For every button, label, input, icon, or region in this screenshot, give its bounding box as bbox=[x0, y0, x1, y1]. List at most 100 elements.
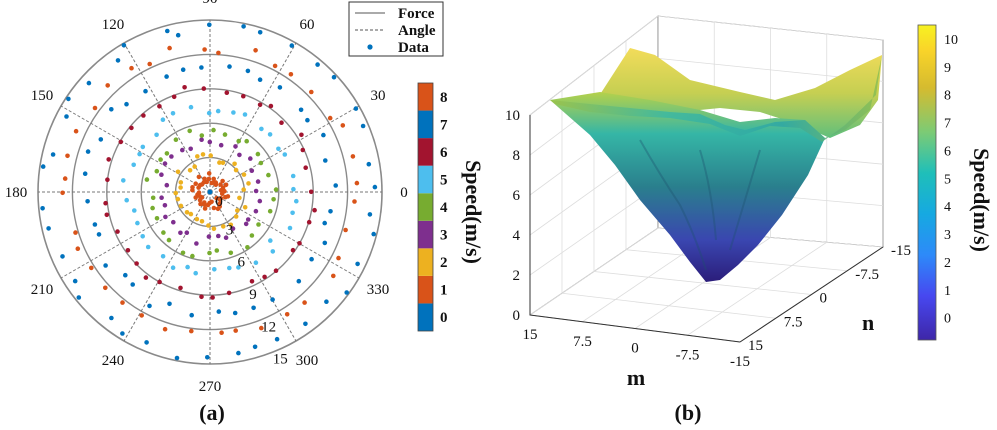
data-point-speed-4 bbox=[222, 132, 228, 137]
data-point-speed-7 bbox=[167, 301, 172, 307]
data-point-speed-2 bbox=[206, 223, 211, 228]
data-point-speed-7 bbox=[92, 222, 98, 227]
data-point-speed-2 bbox=[233, 167, 239, 173]
data-point-speed-2 bbox=[184, 210, 190, 215]
data-point-speed-3 bbox=[253, 208, 259, 214]
data-point-speed-9 bbox=[174, 355, 180, 361]
data-point-speed-7 bbox=[109, 107, 114, 112]
y-tick-neg7.5: -7.5 bbox=[855, 267, 879, 283]
surface-colorbar: 0 1 2 3 4 5 6 7 8 9 10 Speed(m/s) bbox=[917, 24, 994, 341]
data-point-speed-1 bbox=[225, 194, 231, 199]
data-point-speed-8 bbox=[259, 325, 264, 331]
data-point-speed-9 bbox=[76, 295, 82, 300]
legend-data-swatch bbox=[367, 44, 373, 50]
data-point-speed-6 bbox=[125, 248, 131, 253]
data-point-speed-8 bbox=[350, 154, 356, 159]
angle-spoke-120 bbox=[123, 42, 211, 193]
cbar-b-tick-4: 4 bbox=[944, 200, 951, 215]
data-point-speed-1 bbox=[196, 185, 201, 190]
data-point-speed-4 bbox=[211, 127, 216, 133]
data-point-speed-4 bbox=[190, 253, 195, 259]
data-point-speed-9 bbox=[120, 331, 125, 336]
data-point-speed-6 bbox=[303, 165, 309, 170]
data-point-speed-6 bbox=[297, 241, 302, 246]
data-point-speed-9 bbox=[205, 355, 210, 360]
data-point-speed-5 bbox=[185, 264, 190, 270]
cbar-a-tick-4: 4 bbox=[440, 200, 448, 216]
data-point-speed-3 bbox=[257, 198, 263, 204]
data-point-speed-1 bbox=[206, 171, 212, 176]
data-point-speed-2 bbox=[241, 187, 246, 192]
data-point-speed-3 bbox=[162, 203, 168, 208]
data-point-speed-2 bbox=[187, 168, 193, 173]
data-point-speed-9 bbox=[72, 278, 78, 284]
angle-tick-150: 150 bbox=[31, 88, 54, 104]
polar-colorbar-block-2 bbox=[418, 248, 433, 276]
data-point-speed-4 bbox=[199, 133, 205, 138]
angle-tick-330: 330 bbox=[367, 282, 390, 298]
polar-colorbar-tick-labels: 0 1 2 3 4 5 6 7 8 bbox=[440, 90, 448, 326]
data-point-speed-8 bbox=[92, 105, 98, 111]
data-point-speed-9 bbox=[40, 164, 46, 169]
data-point-speed-2 bbox=[192, 164, 197, 169]
x-tick-7.5: 7.5 bbox=[573, 334, 592, 350]
x-tick-labels: 15 7.5 0 -7.5 -15 bbox=[523, 327, 751, 370]
data-point-speed-6 bbox=[178, 285, 183, 291]
polar-colorbar-block-5 bbox=[418, 165, 433, 194]
data-point-speed-6 bbox=[115, 229, 120, 234]
surface-back-peak bbox=[590, 48, 882, 138]
data-point-speed-5 bbox=[145, 244, 151, 250]
data-point-speed-1 bbox=[198, 201, 203, 207]
data-point-speed-2 bbox=[175, 169, 181, 175]
data-point-speed-5 bbox=[227, 265, 232, 271]
data-point-speed-7 bbox=[296, 278, 302, 284]
data-point-speed-1 bbox=[218, 182, 223, 187]
data-point-speed-8 bbox=[288, 72, 294, 77]
data-point-speed-4 bbox=[256, 222, 261, 227]
angle-tick-180: 180 bbox=[5, 185, 28, 201]
data-point-speed-4 bbox=[258, 160, 264, 166]
data-point-speed-3 bbox=[233, 144, 238, 149]
data-point-speed-5 bbox=[135, 220, 140, 226]
polar-colorbar-block-0 bbox=[418, 303, 433, 331]
data-point-speed-9 bbox=[331, 74, 337, 80]
data-point-speed-3 bbox=[178, 230, 183, 236]
grid-floor-b-2 bbox=[593, 271, 812, 295]
data-point-speed-6 bbox=[279, 120, 284, 125]
z-tick-10: 10 bbox=[505, 108, 520, 124]
polar-colorbar-frame bbox=[417, 82, 434, 332]
data-point-speed-6 bbox=[134, 261, 139, 266]
angle-tick-0: 0 bbox=[400, 185, 408, 201]
angle-tick-240: 240 bbox=[102, 353, 125, 369]
data-point-speed-7 bbox=[143, 88, 148, 94]
z-tick-0: 0 bbox=[513, 308, 521, 324]
data-point-speed-9 bbox=[353, 106, 359, 111]
data-point-speed-5 bbox=[231, 110, 236, 115]
polar-colorbar-block-7 bbox=[418, 110, 433, 139]
radial-tick-15: 15 bbox=[273, 352, 288, 368]
data-point-speed-7 bbox=[180, 67, 186, 72]
data-point-speed-5 bbox=[140, 234, 145, 239]
data-point-speed-5 bbox=[131, 162, 136, 168]
data-point-speed-8 bbox=[352, 199, 357, 204]
data-point-speed-7 bbox=[322, 240, 328, 246]
surface-shadow-ridges bbox=[639, 139, 761, 271]
angle-spoke-150 bbox=[60, 105, 211, 193]
radial-ring-2 bbox=[140, 122, 280, 262]
data-point-speed-2 bbox=[173, 190, 178, 196]
data-point-speed-7 bbox=[82, 171, 88, 176]
data-point-speed-1 bbox=[218, 196, 224, 201]
data-point-speed-7 bbox=[227, 64, 232, 69]
data-point-speed-4 bbox=[214, 248, 220, 253]
data-point-speed-7 bbox=[323, 158, 328, 163]
polar-angle-spokes bbox=[38, 20, 382, 364]
data-point-speed-3 bbox=[159, 172, 164, 177]
cbar-b-tick-2: 2 bbox=[944, 256, 951, 271]
data-point-speed-5 bbox=[160, 117, 166, 122]
data-point-speed-3 bbox=[180, 147, 185, 153]
angle-spoke-240 bbox=[123, 191, 211, 342]
surface-front-slope bbox=[550, 92, 825, 282]
data-point-speed-5 bbox=[160, 253, 166, 259]
data-point-speed-9 bbox=[66, 96, 71, 102]
